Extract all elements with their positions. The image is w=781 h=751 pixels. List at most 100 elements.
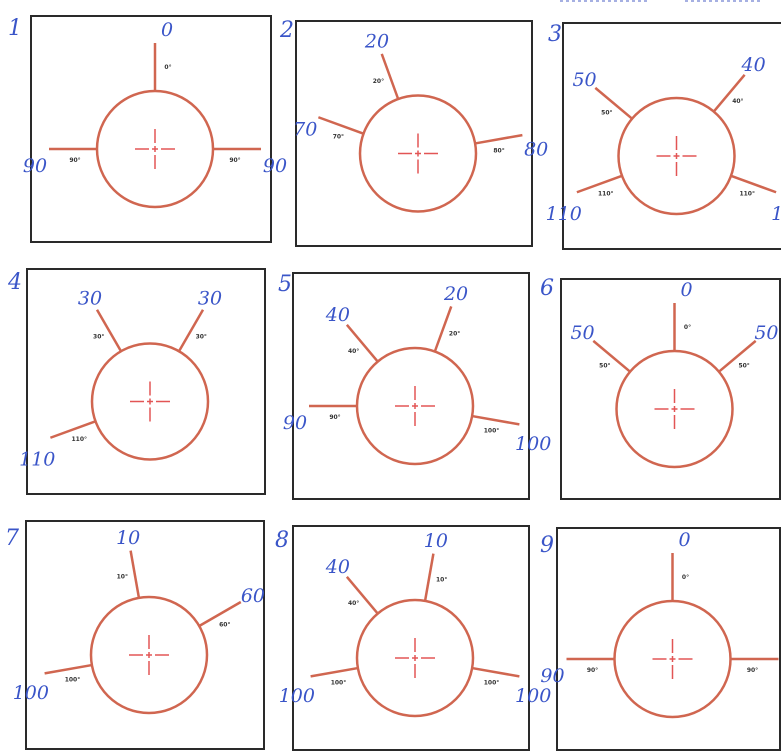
- handwritten-value: 20: [364, 31, 389, 53]
- handwritten-value: 0: [680, 279, 692, 301]
- angle-spoke: [594, 86, 633, 120]
- angle-spoke: [592, 339, 631, 373]
- printed-degree-label: 90°: [747, 667, 758, 674]
- angle-spoke: [44, 663, 93, 675]
- printed-degree-label: 10°: [117, 573, 128, 580]
- handwritten-value: 30: [78, 288, 102, 310]
- panel-number: 1: [8, 16, 22, 41]
- angle-spoke: [576, 174, 623, 194]
- handwritten-value: 90: [263, 155, 287, 177]
- printed-degree-label: 40°: [732, 98, 743, 105]
- cropped-text-scrap: [560, 0, 650, 2]
- angle-spoke: [345, 323, 379, 363]
- angle-spoke: [380, 53, 400, 100]
- handwritten-value: 40: [741, 54, 766, 76]
- panel-number: 9: [540, 533, 554, 558]
- printed-degree-label: 100°: [484, 680, 500, 687]
- handwritten-value: 100: [515, 685, 551, 707]
- printed-degree-label: 100°: [331, 680, 347, 687]
- printed-degree-label: 60°: [219, 621, 230, 628]
- circle-diagram: 50° 50 40° 40 110° 110 110° 110: [546, 54, 781, 225]
- panel-number: 5: [278, 272, 292, 297]
- handwritten-value: 20: [443, 283, 468, 305]
- diagram-panel: 0° 0 50° 50 50° 50: [560, 278, 781, 500]
- handwritten-value: 90: [283, 412, 307, 434]
- printed-degree-label: 50°: [738, 363, 749, 370]
- handwritten-value: 100: [279, 685, 315, 707]
- printed-degree-label: 90°: [587, 667, 598, 674]
- angle-spoke: [718, 339, 757, 373]
- diagram-panel: 10° 10 60° 60 100° 100: [13, 520, 265, 750]
- panel-number: 3: [548, 22, 562, 47]
- handwritten-value: 50: [754, 322, 778, 344]
- printed-degree-label: 110°: [72, 436, 88, 443]
- handwritten-value: 100: [515, 433, 551, 455]
- handwritten-value: 70: [293, 118, 317, 140]
- angle-spoke: [198, 600, 242, 628]
- circle-outline: [617, 96, 736, 216]
- angle-spoke: [712, 73, 746, 113]
- panel-number: 4: [8, 270, 22, 295]
- diagram-panel: 20° 20 70° 70 80° 80: [293, 20, 548, 247]
- printed-degree-label: 80°: [493, 147, 504, 154]
- printed-degree-label: 30°: [196, 334, 207, 341]
- handwritten-value: 90: [540, 665, 564, 687]
- printed-degree-label: 20°: [373, 78, 384, 85]
- handwritten-value: 110: [771, 203, 781, 225]
- circle-outline: [89, 595, 209, 715]
- angle-spoke: [423, 553, 435, 602]
- panel-number: 8: [275, 528, 289, 553]
- printed-degree-label: 20°: [449, 330, 460, 337]
- handwritten-value: 100: [13, 682, 49, 704]
- handwritten-value: 80: [524, 139, 548, 161]
- circle-diagram: 20° 20 70° 70 80° 80: [293, 31, 548, 213]
- handwritten-value: 50: [572, 69, 596, 91]
- angle-spoke: [471, 666, 520, 678]
- handwritten-value: 50: [570, 322, 594, 344]
- handwritten-value: 110: [19, 449, 55, 471]
- printed-degree-label: 10°: [436, 576, 447, 583]
- cropped-text-scrap: [685, 0, 760, 2]
- printed-degree-label: 90°: [229, 157, 240, 164]
- diagram-panel: 40° 40 10° 10 100° 100 100° 100: [279, 525, 551, 751]
- angle-spoke: [471, 414, 520, 426]
- angle-spoke: [95, 309, 123, 352]
- printed-degree-label: 70°: [333, 133, 344, 140]
- angle-spoke: [345, 575, 379, 615]
- angle-spoke: [310, 666, 359, 678]
- handwritten-value: 60: [241, 585, 265, 607]
- panel-number: 2: [280, 18, 294, 43]
- handwritten-value: 110: [546, 203, 582, 225]
- angle-spoke: [730, 174, 777, 194]
- handwritten-value: 30: [198, 288, 222, 310]
- circle-outline: [90, 342, 210, 461]
- printed-degree-label: 0°: [684, 324, 691, 331]
- printed-degree-label: 100°: [65, 677, 81, 684]
- printed-degree-label: 100°: [484, 428, 500, 435]
- printed-degree-label: 50°: [601, 110, 612, 117]
- handwritten-value: 40: [325, 304, 350, 326]
- printed-degree-label: 30°: [93, 334, 104, 341]
- printed-degree-label: 0°: [682, 574, 689, 581]
- printed-degree-label: 90°: [69, 157, 80, 164]
- handwritten-value: 0: [678, 529, 690, 551]
- circle-diagram: 10° 10 60° 60 100° 100: [13, 527, 265, 715]
- handwritten-value: 40: [325, 556, 350, 578]
- diagram-panel: 30° 30 30° 30 110° 110: [19, 268, 266, 495]
- angle-spoke: [129, 550, 141, 599]
- circle-diagram: 0° 0 50° 50 50° 50: [570, 279, 779, 469]
- angle-spoke: [177, 309, 205, 352]
- printed-degree-label: 50°: [599, 363, 610, 370]
- handwritten-value: 0: [161, 19, 173, 41]
- printed-degree-label: 110°: [739, 191, 755, 198]
- printed-degree-label: 40°: [348, 348, 359, 355]
- angle-spoke: [433, 305, 453, 352]
- handwritten-value: 10: [424, 530, 448, 552]
- printed-degree-label: 110°: [598, 191, 614, 198]
- angle-spoke: [317, 116, 364, 135]
- circle-diagram: 40° 40 10° 10 100° 100 100° 100: [279, 530, 551, 718]
- circle-diagram: 0° 0 90° 90 90° 90: [23, 19, 287, 209]
- handwritten-value: 90: [23, 155, 47, 177]
